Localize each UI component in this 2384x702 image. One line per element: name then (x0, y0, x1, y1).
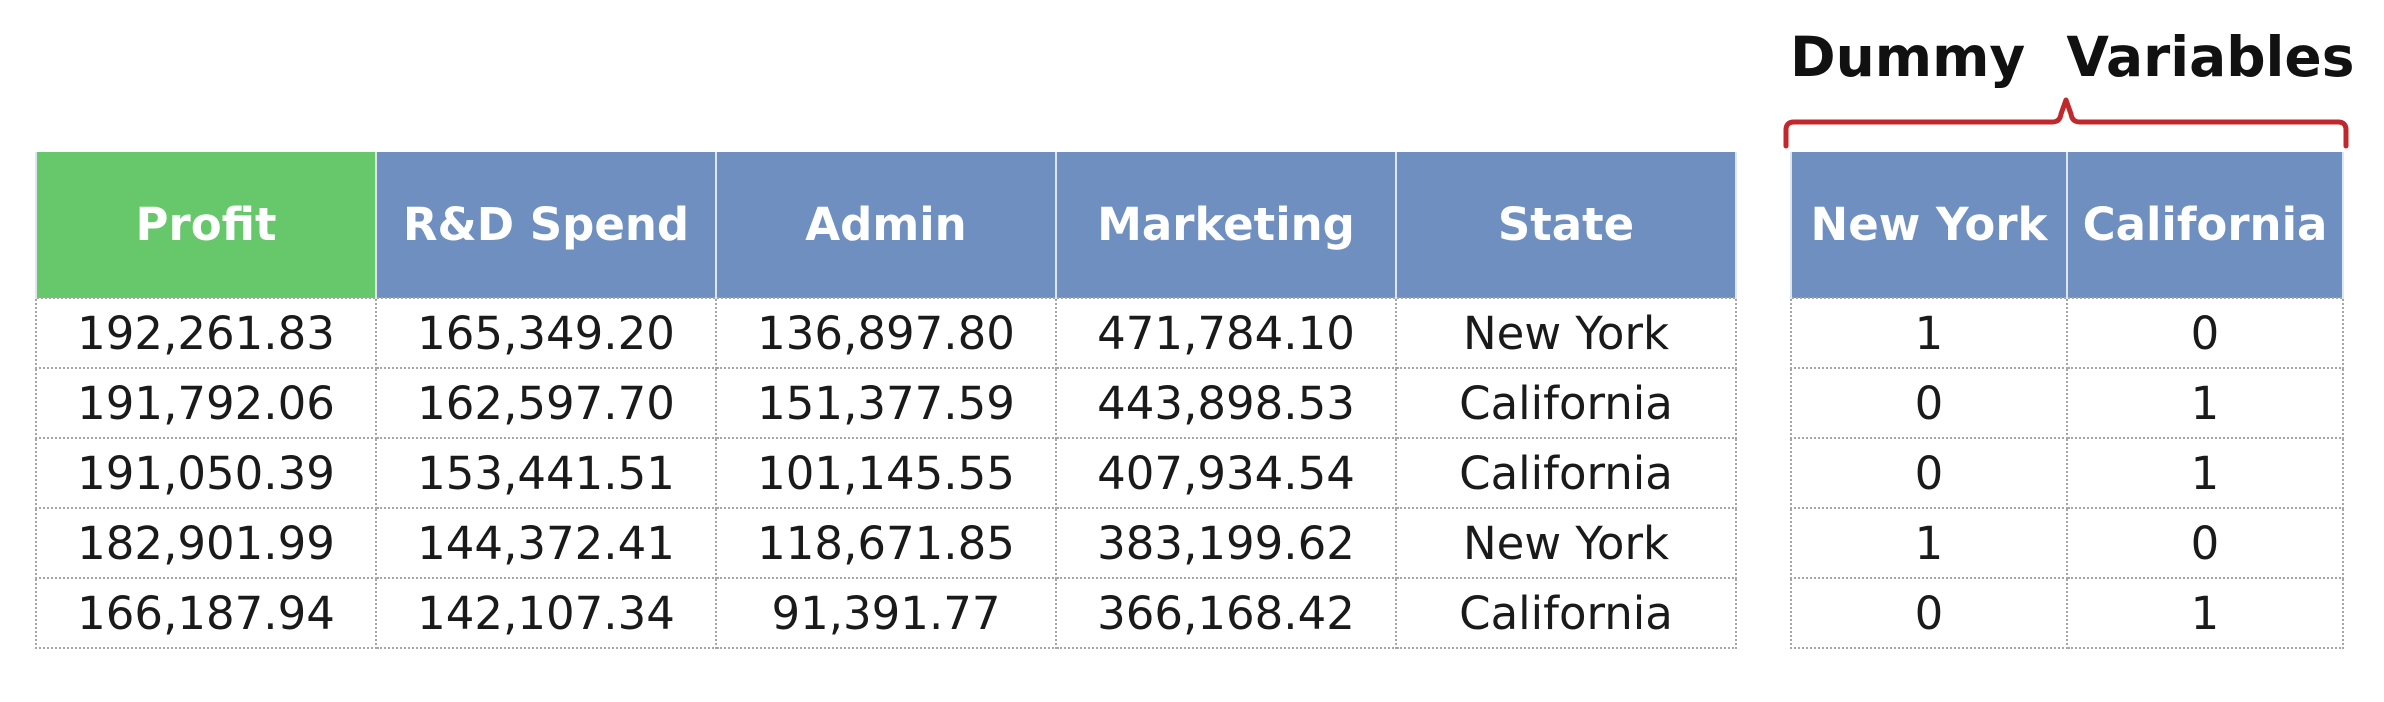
header-row: New York California (1790, 152, 2344, 298)
cell-state: New York (1395, 507, 1737, 579)
dummy-variables-title: Dummy Variables (1790, 25, 2355, 89)
curly-brace-icon (1783, 97, 2349, 149)
cell-california: 0 (2066, 507, 2344, 579)
table-row: 0 1 (1790, 577, 2344, 649)
table-row: 1 0 (1790, 297, 2344, 369)
table-row: 1 0 (1790, 507, 2344, 579)
cell-california: 1 (2066, 367, 2344, 439)
cell-california: 1 (2066, 437, 2344, 509)
cell-new-york: 0 (1790, 437, 2068, 509)
cell-marketing: 383,199.62 (1055, 507, 1397, 579)
cell-california: 0 (2066, 297, 2344, 369)
cell-admin: 91,391.77 (715, 577, 1057, 649)
cell-rd-spend: 162,597.70 (375, 367, 717, 439)
cell-new-york: 0 (1790, 367, 2068, 439)
cell-admin: 136,897.80 (715, 297, 1057, 369)
cell-admin: 151,377.59 (715, 367, 1057, 439)
column-header-profit: Profit (35, 152, 377, 298)
cell-marketing: 407,934.54 (1055, 437, 1397, 509)
cell-state: California (1395, 577, 1737, 649)
column-header-new-york: New York (1790, 152, 2068, 298)
cell-marketing: 471,784.10 (1055, 297, 1397, 369)
column-header-rd-spend: R&D Spend (375, 152, 717, 298)
cell-profit: 182,901.99 (35, 507, 377, 579)
cell-state: California (1395, 367, 1737, 439)
column-header-california: California (2066, 152, 2344, 298)
cell-marketing: 443,898.53 (1055, 367, 1397, 439)
column-header-marketing: Marketing (1055, 152, 1397, 298)
data-table: Profit R&D Spend Admin Marketing State 1… (35, 152, 1737, 649)
cell-california: 1 (2066, 577, 2344, 649)
cell-rd-spend: 142,107.34 (375, 577, 717, 649)
table-row: 191,792.06 162,597.70 151,377.59 443,898… (35, 367, 1737, 439)
cell-state: New York (1395, 297, 1737, 369)
header-row: Profit R&D Spend Admin Marketing State (35, 152, 1737, 298)
cell-new-york: 0 (1790, 577, 2068, 649)
cell-admin: 101,145.55 (715, 437, 1057, 509)
column-header-admin: Admin (715, 152, 1057, 298)
cell-profit: 166,187.94 (35, 577, 377, 649)
table-row: 182,901.99 144,372.41 118,671.85 383,199… (35, 507, 1737, 579)
cell-marketing: 366,168.42 (1055, 577, 1397, 649)
table-row: 192,261.83 165,349.20 136,897.80 471,784… (35, 297, 1737, 369)
cell-new-york: 1 (1790, 297, 2068, 369)
cell-admin: 118,671.85 (715, 507, 1057, 579)
table-row: 0 1 (1790, 437, 2344, 509)
table-row: 191,050.39 153,441.51 101,145.55 407,934… (35, 437, 1737, 509)
cell-profit: 191,050.39 (35, 437, 377, 509)
cell-state: California (1395, 437, 1737, 509)
cell-rd-spend: 144,372.41 (375, 507, 717, 579)
cell-profit: 192,261.83 (35, 297, 377, 369)
column-header-state: State (1395, 152, 1737, 298)
table-row: 0 1 (1790, 367, 2344, 439)
cell-rd-spend: 165,349.20 (375, 297, 717, 369)
cell-profit: 191,792.06 (35, 367, 377, 439)
cell-new-york: 1 (1790, 507, 2068, 579)
table-row: 166,187.94 142,107.34 91,391.77 366,168.… (35, 577, 1737, 649)
brace-path (1783, 97, 2349, 149)
cell-rd-spend: 153,441.51 (375, 437, 717, 509)
dummy-variables-table: New York California 1 0 0 1 0 1 1 0 0 1 (1790, 152, 2344, 649)
